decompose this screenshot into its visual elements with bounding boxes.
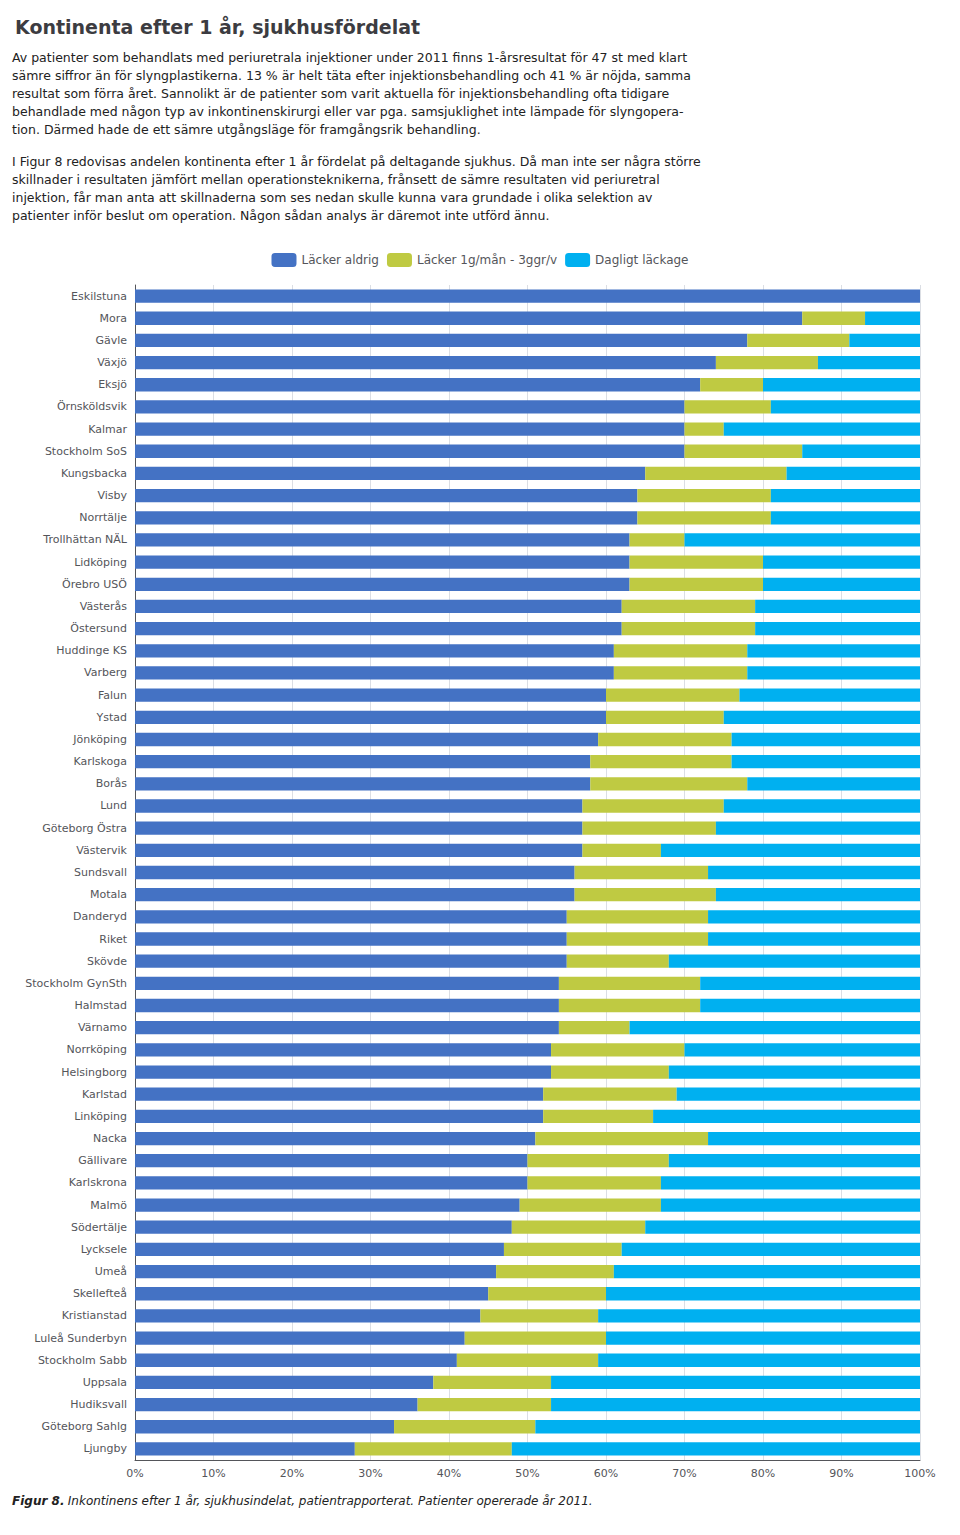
svg-text:Eksjö: Eksjö: [98, 378, 127, 391]
svg-text:Stockholm Sabb: Stockholm Sabb: [38, 1354, 127, 1367]
svg-text:Falun: Falun: [98, 689, 127, 702]
svg-text:Kontinenta efter 1 år, sjukhus: Kontinenta efter 1 år, sjukhusfördelat: [15, 15, 420, 38]
svg-text:Av patienter som behandlats me: Av patienter som behandlats med periuret…: [12, 50, 687, 65]
svg-text:Ljungby: Ljungby: [83, 1442, 127, 1455]
svg-text:Läcker aldrig: Läcker aldrig: [301, 253, 378, 267]
svg-text:Visby: Visby: [97, 489, 127, 502]
svg-text:Örnsköldsvik: Örnsköldsvik: [57, 400, 128, 413]
svg-text:Danderyd: Danderyd: [73, 910, 127, 923]
svg-text:Varberg: Varberg: [84, 666, 127, 679]
svg-text:Eskilstuna: Eskilstuna: [71, 290, 127, 303]
svg-text:Dagligt läckage: Dagligt läckage: [595, 253, 688, 267]
svg-text:Skellefteå: Skellefteå: [73, 1287, 127, 1300]
svg-text:Stockholm SoS: Stockholm SoS: [45, 445, 127, 458]
svg-text:80%: 80%: [751, 1467, 775, 1480]
svg-text:behandlade med någon typ av in: behandlade med någon typ av inkontinensk…: [12, 104, 684, 119]
svg-text:20%: 20%: [280, 1467, 304, 1480]
svg-text:Hudiksvall: Hudiksvall: [70, 1398, 127, 1411]
svg-text:Halmstad: Halmstad: [74, 999, 127, 1012]
svg-text:skillnader i resultaten jämför: skillnader i resultaten jämfört mellan o…: [12, 172, 660, 187]
svg-text:Riket: Riket: [99, 933, 127, 946]
svg-text:Helsingborg: Helsingborg: [61, 1066, 127, 1079]
svg-text:60%: 60%: [594, 1467, 618, 1480]
svg-text:tion. Därmed hade de ett sämre: tion. Därmed hade de ett sämre utgångslä…: [12, 122, 481, 137]
svg-text:Ystad: Ystad: [96, 711, 128, 724]
svg-text:0%: 0%: [126, 1467, 143, 1480]
svg-text:50%: 50%: [515, 1467, 539, 1480]
svg-text:Läcker 1g/mån - 3ggr/v: Läcker 1g/mån - 3ggr/v: [417, 253, 557, 267]
svg-text:Mora: Mora: [100, 312, 127, 325]
svg-text:Kungsbacka: Kungsbacka: [61, 467, 127, 480]
svg-text:Örebro USÖ: Örebro USÖ: [62, 578, 127, 591]
svg-text:I Figur 8 redovisas andelen ko: I Figur 8 redovisas andelen kontinenta e…: [12, 154, 701, 169]
svg-text:Huddinge KS: Huddinge KS: [56, 644, 127, 657]
svg-text:Jönköping: Jönköping: [72, 733, 127, 746]
svg-text:Värnamo: Värnamo: [78, 1021, 127, 1034]
svg-text:Linköping: Linköping: [74, 1110, 127, 1123]
svg-text:Umeå: Umeå: [95, 1265, 127, 1278]
svg-text:40%: 40%: [437, 1467, 461, 1480]
svg-text:Nacka: Nacka: [93, 1132, 127, 1145]
svg-text:Södertälje: Södertälje: [71, 1221, 127, 1234]
svg-text:70%: 70%: [672, 1467, 696, 1480]
svg-text:Norrtälje: Norrtälje: [79, 511, 127, 524]
svg-text:Lund: Lund: [100, 799, 127, 812]
svg-text:Lycksele: Lycksele: [81, 1243, 128, 1256]
svg-text:Växjö: Växjö: [97, 356, 127, 369]
svg-text:Uppsala: Uppsala: [83, 1376, 127, 1389]
svg-text:Norrköping: Norrköping: [66, 1043, 127, 1056]
svg-text:Gällivare: Gällivare: [78, 1154, 127, 1167]
svg-text:Borås: Borås: [96, 777, 128, 790]
svg-text:90%: 90%: [829, 1467, 853, 1480]
svg-text:Västerås: Västerås: [80, 600, 127, 613]
svg-text:Göteborg Sahlg: Göteborg Sahlg: [41, 1420, 127, 1433]
svg-text:10%: 10%: [201, 1467, 225, 1480]
svg-text:resultat som förra året. Sanno: resultat som förra året. Sannolikt är de…: [12, 86, 670, 101]
svg-text:injektion, får man anta att sk: injektion, får man anta att skillnaderna…: [12, 190, 653, 205]
svg-text:Trollhättan NÄL: Trollhättan NÄL: [42, 533, 128, 546]
svg-text:Lidköping: Lidköping: [74, 556, 127, 569]
svg-text:Gävle: Gävle: [95, 334, 127, 347]
svg-text:Göteborg Östra: Göteborg Östra: [42, 822, 127, 835]
svg-text:Västervik: Västervik: [76, 844, 127, 857]
svg-text:30%: 30%: [358, 1467, 382, 1480]
svg-text:Karlskrona: Karlskrona: [69, 1176, 127, 1189]
svg-text:Sundsvall: Sundsvall: [74, 866, 127, 879]
svg-text:Figur 8.: Figur 8.: [12, 1494, 64, 1508]
svg-text:Luleå Sunderbyn: Luleå Sunderbyn: [34, 1332, 127, 1345]
svg-text:patienter inför beslut om oper: patienter inför beslut om operation. Någ…: [12, 208, 549, 223]
svg-text:Motala: Motala: [90, 888, 127, 901]
svg-text:Kristianstad: Kristianstad: [62, 1309, 127, 1322]
svg-text:Skövde: Skövde: [87, 955, 127, 968]
svg-text:Kalmar: Kalmar: [88, 423, 127, 436]
svg-text:Karlskoga: Karlskoga: [73, 755, 127, 768]
svg-text:Inkontinens efter 1 år, sjukhu: Inkontinens efter 1 år, sjukhusindelat, …: [68, 1494, 593, 1508]
svg-text:Malmö: Malmö: [90, 1199, 127, 1212]
svg-text:Stockholm GynSth: Stockholm GynSth: [25, 977, 127, 990]
svg-text:100%: 100%: [904, 1467, 935, 1480]
svg-text:sämre siffror än för slyngplas: sämre siffror än för slyngplastikerna. 1…: [12, 68, 691, 83]
svg-text:Östersund: Östersund: [70, 622, 127, 635]
svg-text:Karlstad: Karlstad: [82, 1088, 127, 1101]
